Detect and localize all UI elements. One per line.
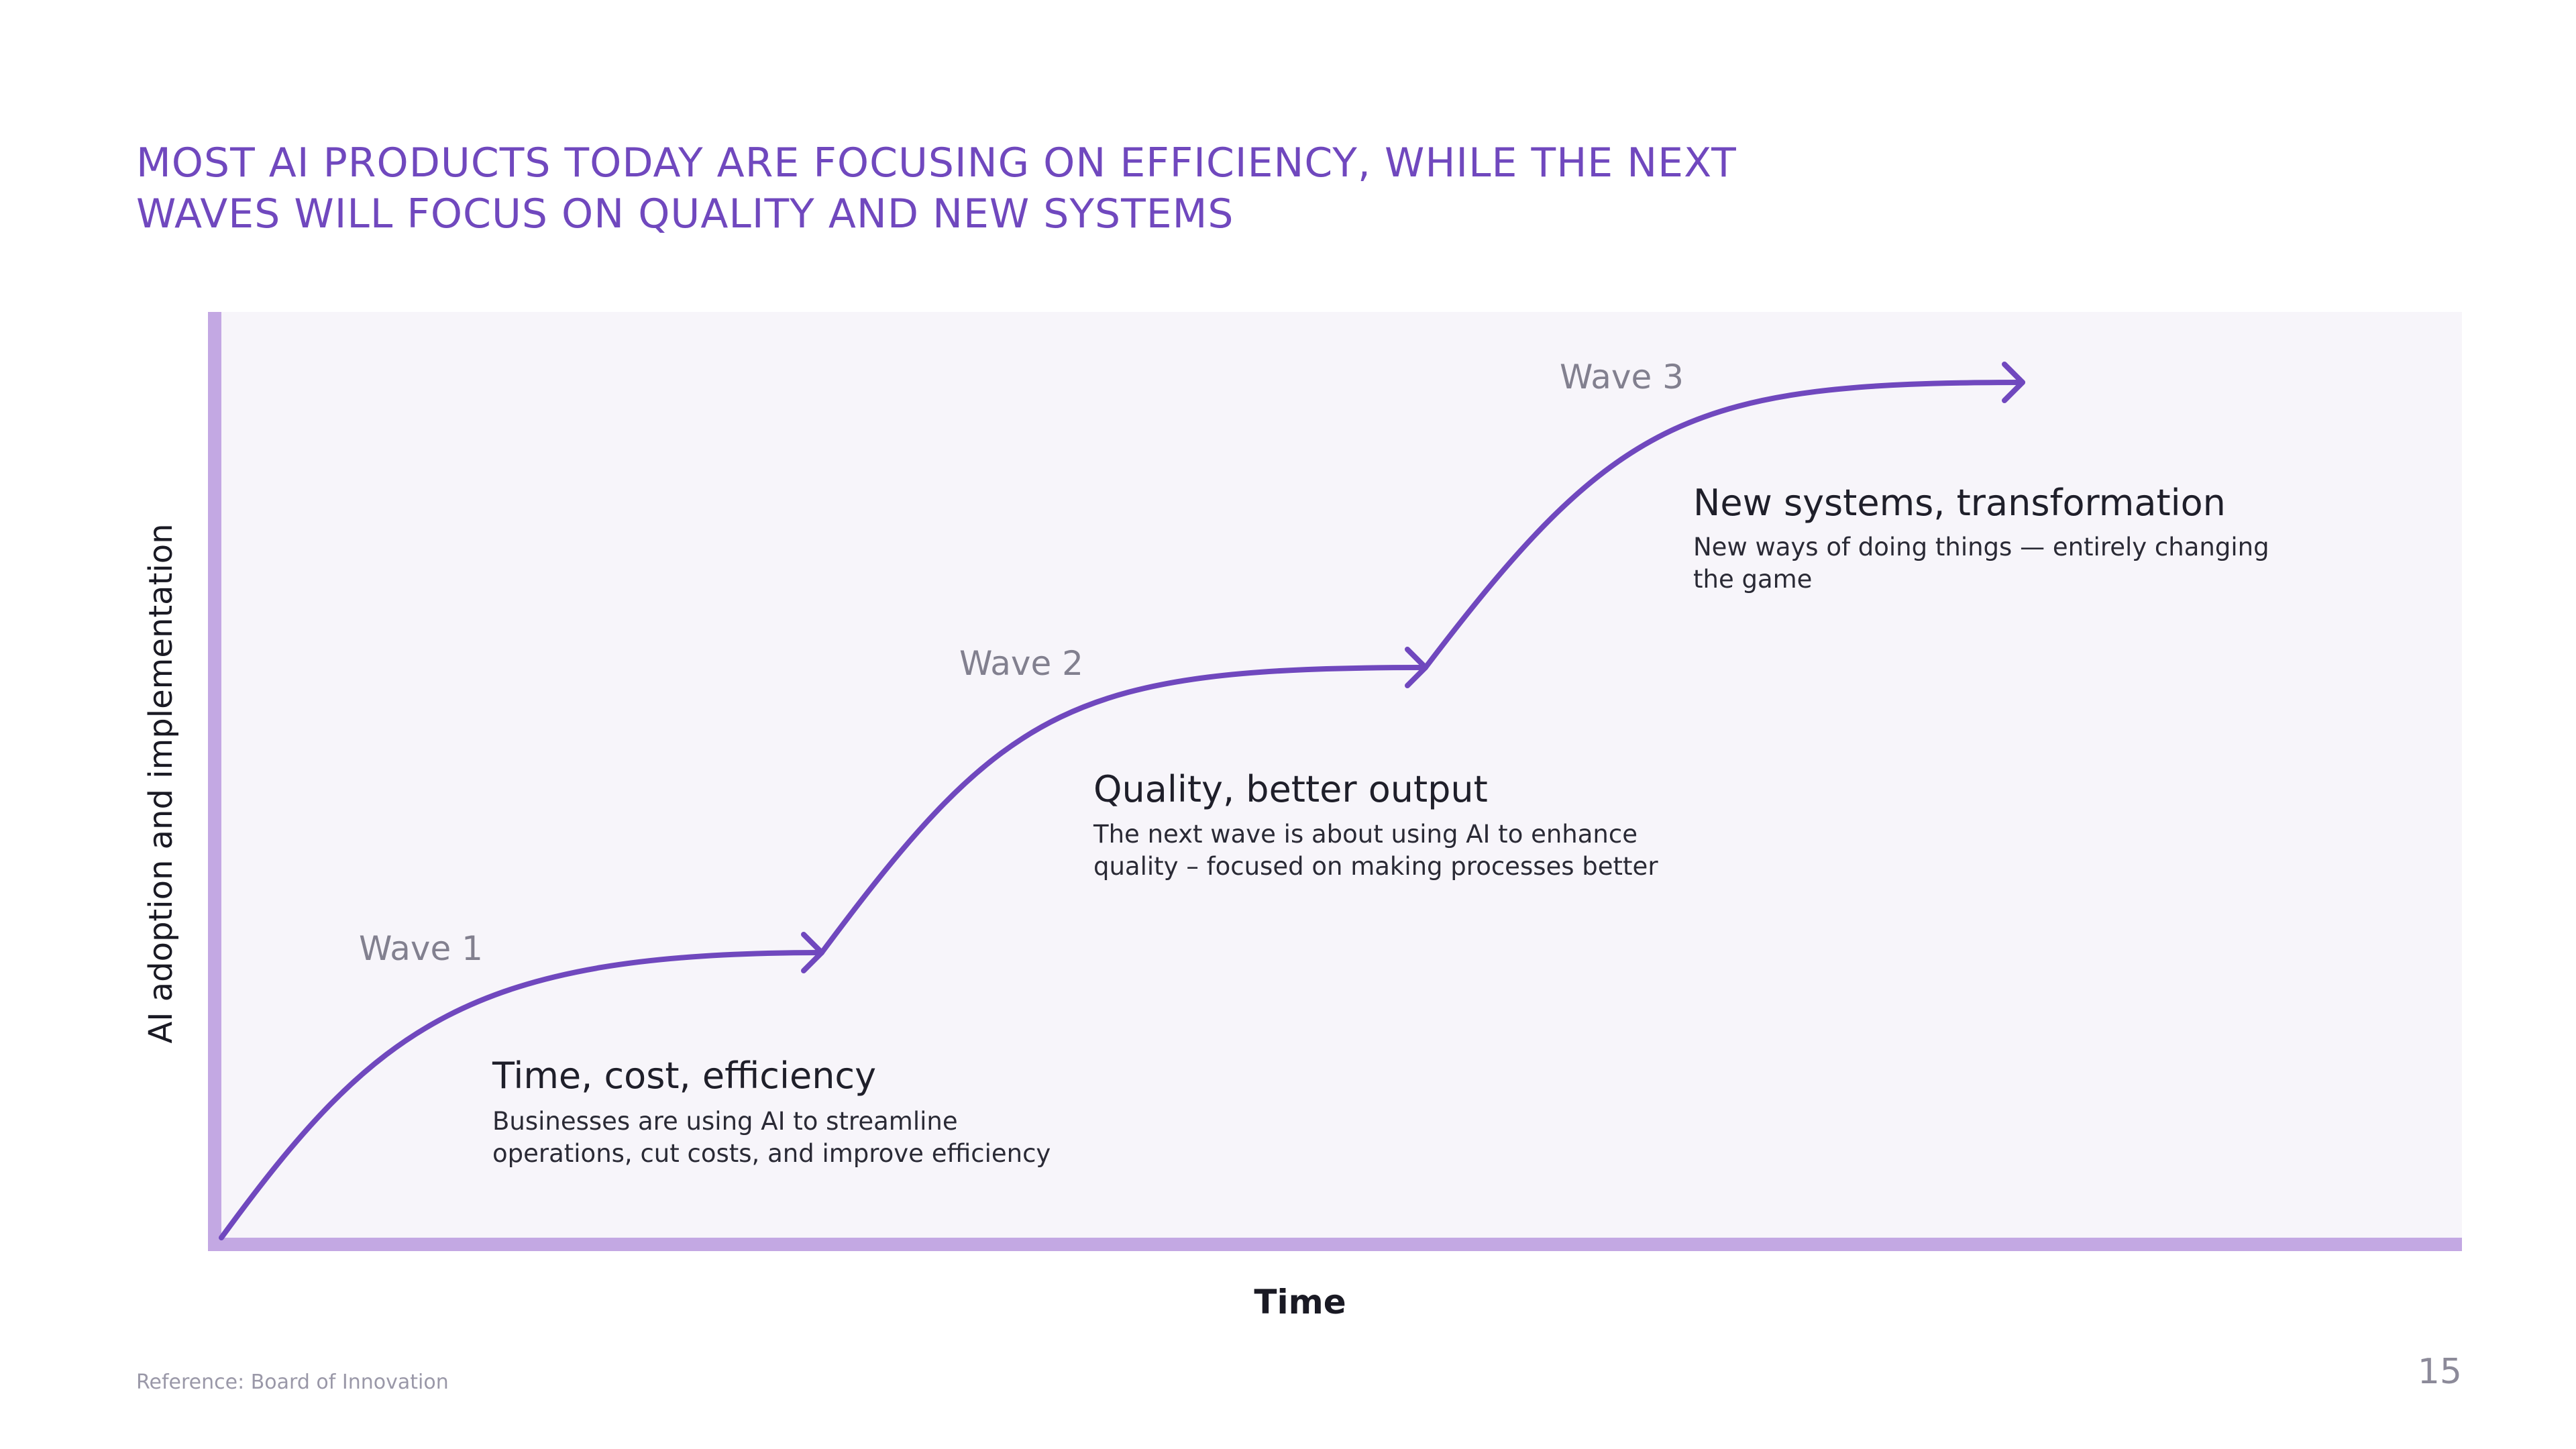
- y-axis-line: [208, 312, 221, 1251]
- slide-title-line-1: MOST AI PRODUCTS TODAY ARE FOCUSING ON E…: [136, 140, 1737, 186]
- wave-3-arrowhead: [2002, 362, 2025, 403]
- wave-1-label: Wave 1: [359, 929, 483, 968]
- reference-note: Reference: Board of Innovation: [136, 1371, 449, 1394]
- wave-3-label: Wave 3: [1560, 358, 1684, 396]
- wave-3-heading: New systems, transformation: [1693, 482, 2226, 524]
- wave-3-description: New ways of doing things — entirely chan…: [1693, 533, 2269, 594]
- page-number: 15: [2417, 1352, 2462, 1392]
- wave-2-description: The next wave is about using AI to enhan…: [1093, 820, 1658, 881]
- x-axis-line: [208, 1238, 2462, 1251]
- wave-3-curve: [1423, 380, 2025, 670]
- wave-1-curve: [219, 950, 824, 1240]
- plot-area: [208, 312, 2462, 1251]
- x-axis-label: Time: [1254, 1283, 1346, 1322]
- wave-2-heading: Quality, better output: [1093, 768, 1488, 810]
- slide-title: MOST AI PRODUCTS TODAY ARE FOCUSING ON E…: [136, 138, 1947, 239]
- wave-1-heading: Time, cost, efficiency: [492, 1055, 877, 1097]
- wave-2-label: Wave 2: [959, 644, 1083, 683]
- wave-2-curve: [819, 665, 1428, 955]
- slide-title-line-2: WAVES WILL FOCUS ON QUALITY AND NEW SYST…: [136, 191, 1234, 237]
- wave-1-description: Businesses are using AI to streamline op…: [492, 1107, 1051, 1168]
